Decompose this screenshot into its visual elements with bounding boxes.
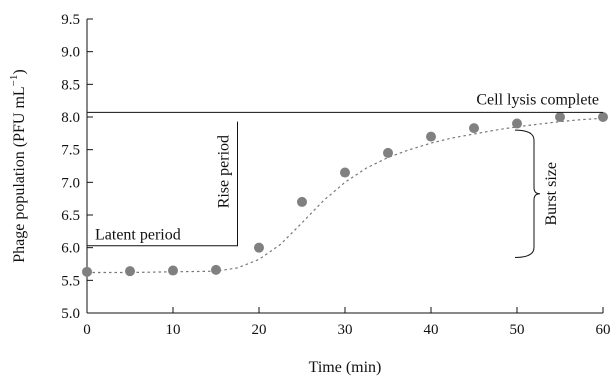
x-tick-label: 10 [166,322,181,338]
annotations: Cell lysis complete Latent period Rise p… [87,91,603,258]
data-point [383,147,393,158]
latent-rise-line [87,121,238,247]
y-tick-label: 9.5 [61,12,80,28]
x-ticks: 0 10 20 30 40 50 60 [83,307,611,338]
x-tick-label: 20 [252,322,267,338]
y-tick-label: 8.0 [61,110,80,126]
y-tick-label: 5.0 [61,306,80,322]
fit-curve [87,117,604,274]
data-point [125,266,135,277]
data-point [168,265,178,276]
latent-period-label: Latent period [95,227,181,244]
y-tick-label: 8.5 [61,77,80,93]
y-tick-label: 6.5 [61,208,80,224]
burst-size-label: Burst size [543,162,560,226]
data-point [426,131,436,142]
x-tick-label: 30 [338,322,353,338]
x-tick-label: 50 [510,322,525,338]
burst-size-bracket [514,129,541,258]
y-axis-label-main: Phage population (PFU mL [11,86,28,262]
y-tick-label: 6.0 [61,241,80,257]
y-tick-label: 7.0 [61,175,80,191]
data-point [512,118,522,129]
rise-period-label: Rise period [216,135,233,208]
x-tick-label: 0 [83,322,91,338]
y-axis: 5.0 5.5 6.0 6.5 7.0 7.5 8.0 8.5 9.0 9.5 [61,12,93,322]
y-tick-label: 9.0 [61,45,80,61]
data-point [254,242,264,253]
data-point [555,112,565,122]
y-ticks: 5.0 5.5 6.0 6.5 7.0 7.5 8.0 8.5 9.0 9.5 [61,12,93,322]
x-tick-label: 40 [424,322,439,338]
x-axis: 0 10 20 30 40 50 60 [83,307,611,338]
y-axis-label: Phage population (PFU mL−1) [8,69,28,262]
data-point [340,167,350,178]
data-point [82,266,92,277]
data-points [82,112,608,277]
y-axis-label-close: ) [11,69,28,74]
data-point [211,264,221,275]
y-axis-label-superscript: −1 [8,75,20,87]
y-tick-label: 5.5 [61,273,80,289]
cell-lysis-label: Cell lysis complete [476,91,599,108]
data-point [297,196,307,207]
x-tick-label: 60 [596,322,611,338]
x-axis-label: Time (min) [309,359,382,376]
data-point [469,123,479,134]
y-tick-label: 7.5 [61,143,80,159]
data-point [598,112,608,122]
